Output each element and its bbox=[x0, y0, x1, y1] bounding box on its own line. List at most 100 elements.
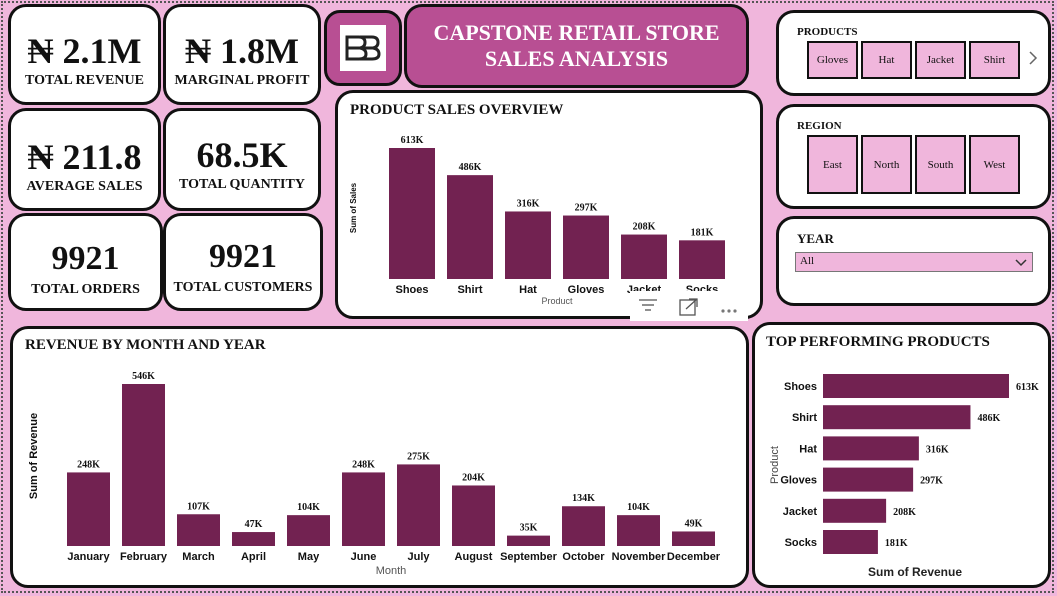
chip-region-east[interactable]: East bbox=[807, 135, 858, 194]
category-label: Socks bbox=[785, 537, 817, 549]
kpi-average-sales[interactable]: ₦ 211.8 AVERAGE SALES bbox=[8, 108, 161, 211]
data-label: 248K bbox=[352, 459, 375, 470]
bar-shirt[interactable] bbox=[447, 175, 493, 279]
data-label: 486K bbox=[977, 413, 1000, 424]
kpi-value: 9921 bbox=[209, 238, 277, 275]
bar-shoes[interactable] bbox=[389, 148, 435, 279]
category-label: March bbox=[182, 551, 215, 563]
data-label: 107K bbox=[187, 501, 210, 512]
bar-march[interactable] bbox=[177, 514, 220, 546]
visual-toolbar bbox=[630, 291, 748, 321]
data-label: 35K bbox=[520, 523, 538, 534]
bar-gloves[interactable] bbox=[823, 467, 914, 492]
bar-socks[interactable] bbox=[823, 530, 878, 554]
bar-january[interactable] bbox=[67, 472, 110, 546]
kpi-total-quantity[interactable]: 68.5K TOTAL QUANTITY bbox=[163, 108, 321, 211]
y-axis-title: Product bbox=[769, 446, 781, 484]
slicer-title: REGION bbox=[797, 120, 842, 132]
kpi-label: TOTAL QUANTITY bbox=[179, 177, 305, 192]
data-label: 297K bbox=[575, 203, 598, 214]
chip-group: Gloves Hat Jacket Shirt bbox=[807, 41, 1027, 81]
kpi-value: ₦ 211.8 bbox=[27, 137, 142, 177]
kpi-marginal-profit[interactable]: ₦ 1.8M MARGINAL PROFIT bbox=[163, 4, 321, 105]
x-axis-title: Sum of Revenue bbox=[868, 565, 962, 579]
bar-gloves[interactable] bbox=[563, 215, 609, 279]
bb-logo-icon bbox=[340, 25, 386, 71]
category-label: Shirt bbox=[792, 412, 817, 424]
chart-canvas: 613KShoes486KShirt316KHat297KGloves208KJ… bbox=[349, 135, 725, 306]
data-label: 49K bbox=[685, 518, 703, 529]
bar-july[interactable] bbox=[397, 464, 440, 546]
category-label: November bbox=[612, 551, 667, 563]
bar-june[interactable] bbox=[342, 472, 385, 546]
kpi-value: 68.5K bbox=[196, 135, 288, 175]
title-line-2: SALES ANALYSIS bbox=[484, 46, 669, 71]
bar-shoes[interactable] bbox=[823, 374, 1009, 398]
category-label: April bbox=[241, 551, 266, 563]
bar-jacket[interactable] bbox=[823, 498, 887, 523]
data-label: 546K bbox=[132, 371, 155, 382]
data-label: 613K bbox=[1016, 382, 1039, 393]
chip-group: East North South West bbox=[807, 135, 1027, 195]
revenue-month-chart[interactable]: REVENUE BY MONTH AND YEAR 248K January 546… bbox=[10, 326, 749, 588]
y-axis-title: Sum of Sales bbox=[349, 182, 358, 233]
bar-december[interactable] bbox=[672, 531, 715, 546]
bar-may[interactable] bbox=[287, 515, 330, 546]
kpi-label: TOTAL ORDERS bbox=[31, 282, 140, 297]
data-label: 248K bbox=[77, 459, 100, 470]
data-label: 316K bbox=[517, 198, 540, 209]
category-label: June bbox=[351, 551, 377, 563]
kpi-value: ₦ 2.1M bbox=[27, 31, 142, 71]
products-slicer: PRODUCTS Gloves Hat Jacket Shirt bbox=[776, 10, 1051, 96]
top-products-chart[interactable]: TOP PERFORMING PRODUCTS Shoes 613K Shirt 48… bbox=[752, 322, 1051, 588]
bar-socks[interactable] bbox=[679, 240, 725, 279]
data-label: 316K bbox=[926, 444, 949, 455]
region-slicer: REGION East North South West bbox=[776, 104, 1051, 209]
category-label: Shirt bbox=[457, 284, 482, 296]
kpi-total-customers[interactable]: 9921 TOTAL CUSTOMERS bbox=[163, 213, 323, 311]
brand-logo bbox=[324, 10, 402, 86]
kpi-label: TOTAL REVENUE bbox=[25, 73, 144, 88]
kpi-total-orders[interactable]: 9921 TOTAL ORDERS bbox=[8, 213, 163, 311]
chart-canvas: 248K January 546K February 107K March 47K April… bbox=[28, 371, 721, 577]
chart-title: TOP PERFORMING PRODUCTS bbox=[766, 334, 990, 350]
bar-august[interactable] bbox=[452, 485, 495, 546]
data-label: 104K bbox=[627, 502, 650, 513]
kpi-value: 9921 bbox=[51, 240, 120, 277]
chip-region-south[interactable]: South bbox=[915, 135, 966, 194]
bar-september[interactable] bbox=[507, 535, 550, 546]
more-options-icon[interactable] bbox=[720, 301, 740, 319]
bar-shirt[interactable] bbox=[823, 405, 971, 430]
bar-october[interactable] bbox=[562, 506, 605, 546]
data-label: 47K bbox=[245, 519, 263, 530]
bar-hat[interactable] bbox=[823, 436, 919, 461]
filter-icon[interactable] bbox=[638, 297, 658, 318]
chip-product-gloves[interactable]: Gloves bbox=[807, 41, 858, 79]
data-label: 181K bbox=[885, 538, 908, 549]
focus-mode-icon[interactable] bbox=[678, 297, 698, 322]
chip-product-hat[interactable]: Hat bbox=[861, 41, 912, 79]
category-label: Shoes bbox=[395, 284, 428, 296]
category-label: January bbox=[67, 551, 110, 563]
y-axis-title: Sum of Revenue bbox=[28, 413, 40, 499]
data-label: 181K bbox=[691, 227, 714, 238]
chevron-right-icon[interactable] bbox=[1028, 49, 1038, 72]
chip-region-north[interactable]: North bbox=[861, 135, 912, 194]
chip-product-shirt[interactable]: Shirt bbox=[969, 41, 1020, 79]
category-label: Gloves bbox=[568, 284, 605, 296]
chip-region-west[interactable]: West bbox=[969, 135, 1020, 194]
bar-february[interactable] bbox=[122, 384, 165, 546]
bar-jacket[interactable] bbox=[621, 234, 667, 279]
year-dropdown-value: All bbox=[800, 255, 815, 267]
bar-hat[interactable] bbox=[505, 211, 551, 279]
year-dropdown[interactable]: All bbox=[795, 252, 1033, 272]
chart-canvas: Shoes 613K Shirt 486K Hat 316K Gloves 297K Jacke… bbox=[769, 374, 1039, 579]
category-label: September bbox=[500, 551, 558, 563]
kpi-total-revenue[interactable]: ₦ 2.1M TOTAL REVENUE bbox=[8, 4, 161, 105]
chip-product-jacket[interactable]: Jacket bbox=[915, 41, 966, 79]
bar-april[interactable] bbox=[232, 532, 275, 546]
bar-november[interactable] bbox=[617, 515, 660, 546]
data-label: 613K bbox=[401, 135, 424, 146]
data-label: 104K bbox=[297, 502, 320, 513]
product-sales-chart[interactable]: PRODUCT SALES OVERVIEW 613K Shoes 486K Shir… bbox=[335, 90, 763, 319]
